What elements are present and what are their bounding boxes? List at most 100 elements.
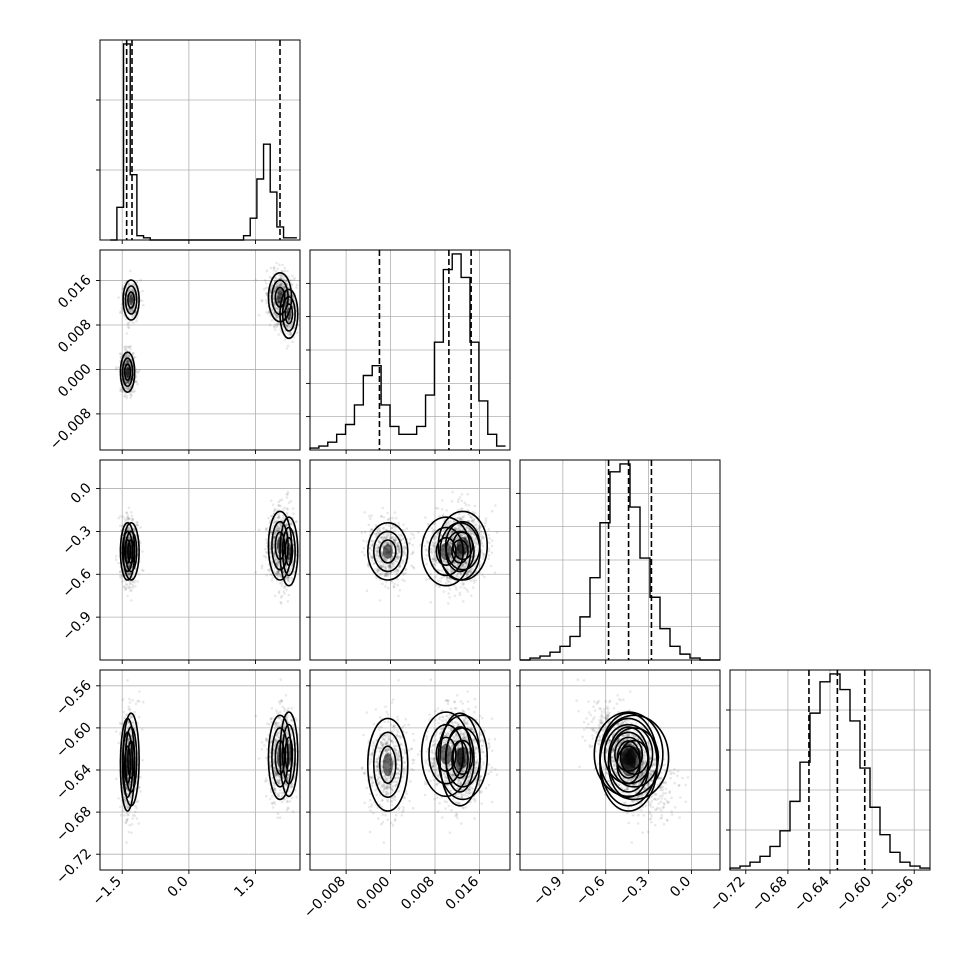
sample-point [457, 575, 461, 579]
sample-point [395, 570, 398, 574]
sample-point [378, 561, 382, 564]
sample-point [402, 561, 405, 565]
sample-point [393, 540, 397, 544]
y-tick-label: 0.008 [55, 317, 95, 357]
sample-point [442, 528, 446, 532]
sample-point [135, 521, 138, 524]
sample-point [272, 537, 276, 540]
sample-point [288, 570, 292, 573]
sample-point [470, 516, 474, 520]
sample-point [280, 498, 284, 502]
sample-point [277, 572, 281, 576]
sample-point [127, 326, 131, 330]
sample-point [273, 288, 277, 291]
sample-point [274, 528, 278, 531]
sample-point [402, 537, 406, 540]
sample-point [286, 344, 290, 348]
sample-point [124, 355, 128, 358]
sample-point [286, 508, 290, 511]
sample-point [125, 583, 129, 587]
sample-point [127, 353, 130, 357]
sample-point [446, 521, 450, 525]
sample-point [450, 530, 454, 533]
sample-point [287, 324, 290, 328]
sample-point [286, 577, 289, 580]
sample-point [288, 301, 291, 304]
sample-point [126, 516, 129, 520]
sample-point [393, 538, 396, 542]
sample-point [396, 548, 399, 551]
sample-point [267, 310, 271, 313]
sample-point [466, 570, 470, 574]
sample-point [287, 579, 290, 582]
sample-point [276, 570, 279, 574]
sample-point [290, 323, 293, 326]
sample-point [388, 564, 391, 568]
sample-point [272, 268, 276, 272]
sample-point [391, 563, 394, 567]
sample-point [275, 573, 279, 576]
sample-point [134, 380, 137, 383]
sample-point [142, 303, 145, 307]
sample-point [288, 333, 292, 336]
sample-point [379, 572, 382, 576]
sample-point [279, 277, 282, 280]
sample-point [119, 355, 123, 359]
sample-point [440, 499, 444, 502]
sample-point [274, 270, 278, 273]
sample-point [466, 492, 470, 496]
sample-point [273, 571, 277, 575]
sample-point [454, 586, 458, 589]
sample-point [401, 559, 405, 562]
sample-point [396, 545, 399, 548]
sample-point [464, 503, 468, 507]
sample-point [384, 572, 388, 576]
sample-point [467, 504, 471, 507]
sample-point [386, 541, 390, 545]
sample-point [129, 344, 132, 348]
sample-point [393, 560, 396, 563]
sample-point [285, 324, 288, 327]
sample-point [275, 562, 279, 566]
sample-point [273, 535, 277, 539]
sample-point [277, 534, 281, 538]
sample-point [131, 309, 135, 312]
sample-point [276, 307, 280, 310]
sample-point [134, 368, 138, 371]
sample-point [285, 588, 288, 592]
sample-point [370, 544, 374, 547]
sample-point [281, 509, 285, 512]
sample-point [445, 508, 449, 512]
sample-point [435, 506, 438, 510]
sample-point [273, 302, 276, 305]
sample-point [462, 582, 466, 585]
sample-point [473, 545, 477, 548]
density-contour [121, 357, 134, 388]
sample-point [282, 516, 285, 519]
sample-point [412, 533, 415, 537]
sample-point [484, 517, 488, 520]
sample-point [126, 380, 130, 384]
sample-point [126, 516, 129, 519]
sample-point [129, 391, 132, 395]
sample-point [480, 530, 484, 534]
sample-point [461, 583, 465, 587]
sample-point [278, 572, 282, 576]
sample-point [287, 325, 291, 329]
sample-point [434, 559, 437, 562]
sample-point [360, 531, 364, 535]
sample-point [127, 380, 130, 384]
density-contour [122, 279, 140, 321]
sample-point [275, 317, 279, 320]
sample-point [384, 528, 388, 532]
sample-point [386, 533, 390, 537]
sample-point [459, 526, 463, 529]
sample-point [397, 554, 400, 558]
sample-point [463, 586, 466, 590]
sample-point [386, 536, 389, 539]
sample-point [466, 590, 470, 593]
sample-point [461, 564, 465, 567]
sample-point [371, 556, 374, 560]
sample-point [120, 389, 123, 393]
